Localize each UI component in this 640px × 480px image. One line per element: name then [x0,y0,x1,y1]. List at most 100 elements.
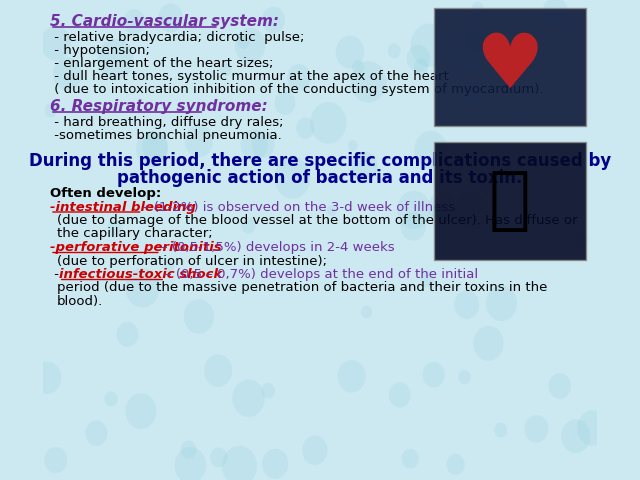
Circle shape [348,140,358,151]
Circle shape [486,285,517,321]
Text: - hypotension;: - hypotension; [50,44,150,57]
Circle shape [575,233,588,248]
Circle shape [232,380,265,417]
Text: ( due to intoxication inhibition of the conducting system of myocardium).: ( due to intoxication inhibition of the … [50,83,543,96]
Text: 5. Cardio-vascular system:: 5. Cardio-vascular system: [50,14,279,29]
Circle shape [455,191,489,230]
Circle shape [275,157,310,199]
Circle shape [352,152,378,181]
Circle shape [98,38,134,80]
Circle shape [351,61,387,103]
Circle shape [252,131,275,158]
Circle shape [414,131,447,169]
Circle shape [125,393,157,429]
Circle shape [432,206,449,225]
Text: (due to damage of the blood vessel at the bottom of the ulcer). Has diffuse or: (due to damage of the blood vessel at th… [57,214,577,227]
Circle shape [310,102,346,144]
Circle shape [210,447,227,468]
Circle shape [548,373,571,399]
Circle shape [237,35,250,49]
Text: – (0,5-1,5%) develops in 2-4 weeks: – (0,5-1,5%) develops in 2-4 weeks [161,241,394,254]
Text: the capillary character;: the capillary character; [57,228,212,240]
Text: - hard breathing, diffuse dry rales;: - hard breathing, diffuse dry rales; [50,116,284,129]
Circle shape [164,260,174,272]
Text: -: - [50,268,63,281]
Circle shape [352,60,364,74]
Circle shape [447,454,465,475]
Circle shape [275,91,295,115]
Circle shape [125,268,159,308]
Text: 6. Respiratory syndrome:: 6. Respiratory syndrome: [50,99,268,114]
Text: - relative bradycardia; dicrotic  pulse;: - relative bradycardia; dicrotic pulse; [50,31,305,44]
Circle shape [33,361,61,394]
Circle shape [494,423,507,438]
Text: -sometimes bronchial pneumonia.: -sometimes bronchial pneumonia. [50,129,282,142]
Circle shape [45,103,57,118]
Text: infectious-toxic shock: infectious-toxic shock [59,268,227,281]
Circle shape [180,441,196,459]
Circle shape [296,118,314,139]
Circle shape [451,31,486,72]
Circle shape [142,132,168,162]
Circle shape [337,360,365,393]
Circle shape [480,176,497,196]
Text: blood).: blood). [57,295,103,308]
Circle shape [262,449,288,479]
Circle shape [388,44,401,58]
Circle shape [175,447,206,480]
Circle shape [158,3,183,32]
Circle shape [44,447,67,473]
Circle shape [577,410,608,446]
Circle shape [302,435,328,465]
Circle shape [41,26,70,60]
Circle shape [185,125,213,157]
Circle shape [428,192,455,223]
Text: -perforative peritonitis: -perforative peritonitis [50,241,227,254]
Circle shape [406,45,430,72]
Circle shape [422,362,445,387]
Text: pathogenic action of bacteria and its toxin.: pathogenic action of bacteria and its to… [117,169,523,187]
Text: period (due to the massive penetration of bacteria and their toxins in the: period (due to the massive penetration o… [57,281,547,295]
Circle shape [262,7,285,34]
Circle shape [397,191,431,229]
Text: – (0,5 – 0,7%) develops at the end of the initial: – (0,5 – 0,7%) develops at the end of th… [165,268,478,281]
Circle shape [411,24,448,67]
Text: (due to perforation of ulcer in intestine);: (due to perforation of ulcer in intestin… [57,254,327,267]
Text: - dull heart tones, systolic murmur at the apex of the heart: - dull heart tones, systolic murmur at t… [50,70,449,83]
Circle shape [472,2,484,15]
Text: ♥: ♥ [476,30,544,104]
Circle shape [336,36,364,69]
Circle shape [241,217,255,234]
Text: During this period, there are specific complications caused by: During this period, there are specific c… [29,152,611,170]
Text: -intestinal bleeding: -intestinal bleeding [50,201,200,214]
Circle shape [389,383,410,408]
Circle shape [454,290,479,319]
Circle shape [241,129,268,160]
Circle shape [458,370,471,384]
Circle shape [86,420,108,446]
Circle shape [184,299,214,334]
Circle shape [116,322,138,347]
Circle shape [327,205,336,216]
Circle shape [463,81,485,107]
Text: – (1-2%) is observed on the 3-d week of illness: – (1-2%) is observed on the 3-d week of … [143,201,455,214]
Circle shape [465,26,488,53]
Circle shape [420,271,435,288]
Circle shape [220,62,232,76]
Circle shape [414,59,428,75]
Circle shape [136,131,168,167]
Circle shape [511,106,521,118]
Circle shape [361,305,372,318]
Text: 🫁: 🫁 [488,168,531,235]
Circle shape [261,383,275,398]
Circle shape [401,212,426,241]
Text: Often develop:: Often develop: [50,187,161,200]
Circle shape [561,419,590,453]
Circle shape [124,9,145,34]
Text: - enlargement of the heart sizes;: - enlargement of the heart sizes; [50,57,273,70]
Circle shape [235,28,266,63]
Circle shape [108,219,123,237]
Circle shape [222,446,257,480]
Circle shape [402,449,419,468]
Circle shape [104,391,118,407]
